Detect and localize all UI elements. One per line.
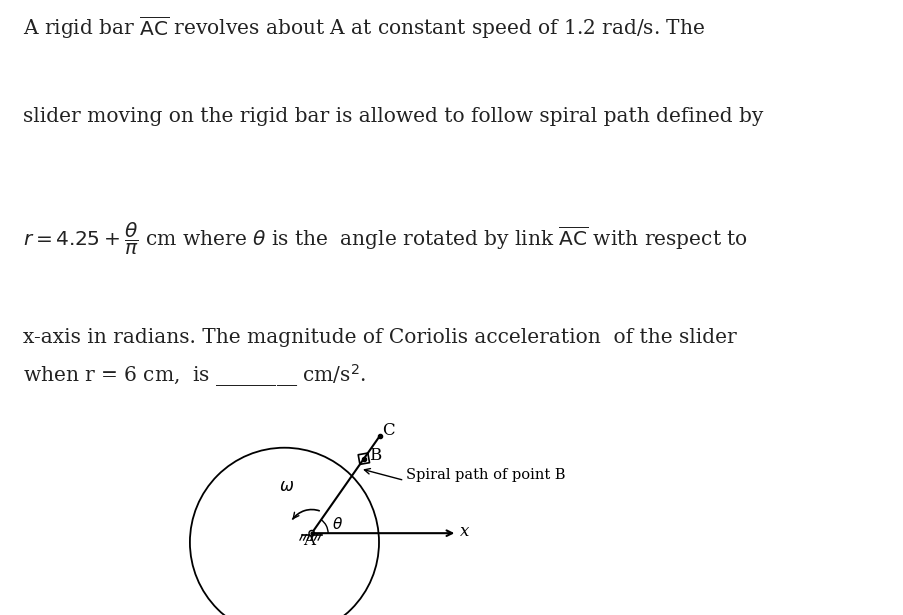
Text: slider moving on the rigid bar is allowed to follow spiral path defined by: slider moving on the rigid bar is allowe… — [23, 107, 762, 126]
Text: C: C — [382, 421, 395, 438]
Text: $\omega$: $\omega$ — [279, 478, 293, 495]
Text: x-axis in radians. The magnitude of Coriolis acceleration  of the slider: x-axis in radians. The magnitude of Cori… — [23, 328, 736, 347]
Text: B: B — [369, 446, 381, 464]
Text: A rigid bar $\overline{\mathrm{AC}}$ revolves about A at constant speed of 1.2 r: A rigid bar $\overline{\mathrm{AC}}$ rev… — [23, 14, 704, 41]
Text: x: x — [460, 523, 469, 540]
Text: when r = 6 cm,  is ________ cm/s$^2$.: when r = 6 cm, is ________ cm/s$^2$. — [23, 362, 366, 389]
Circle shape — [309, 531, 314, 536]
Text: $\theta$: $\theta$ — [331, 515, 342, 531]
Text: Spiral path of point B: Spiral path of point B — [405, 467, 565, 482]
Text: A: A — [303, 532, 314, 549]
Text: $r = 4.25 + \dfrac{\theta}{\pi}$ cm where $\theta$ is the  angle rotated by link: $r = 4.25 + \dfrac{\theta}{\pi}$ cm wher… — [23, 221, 747, 258]
